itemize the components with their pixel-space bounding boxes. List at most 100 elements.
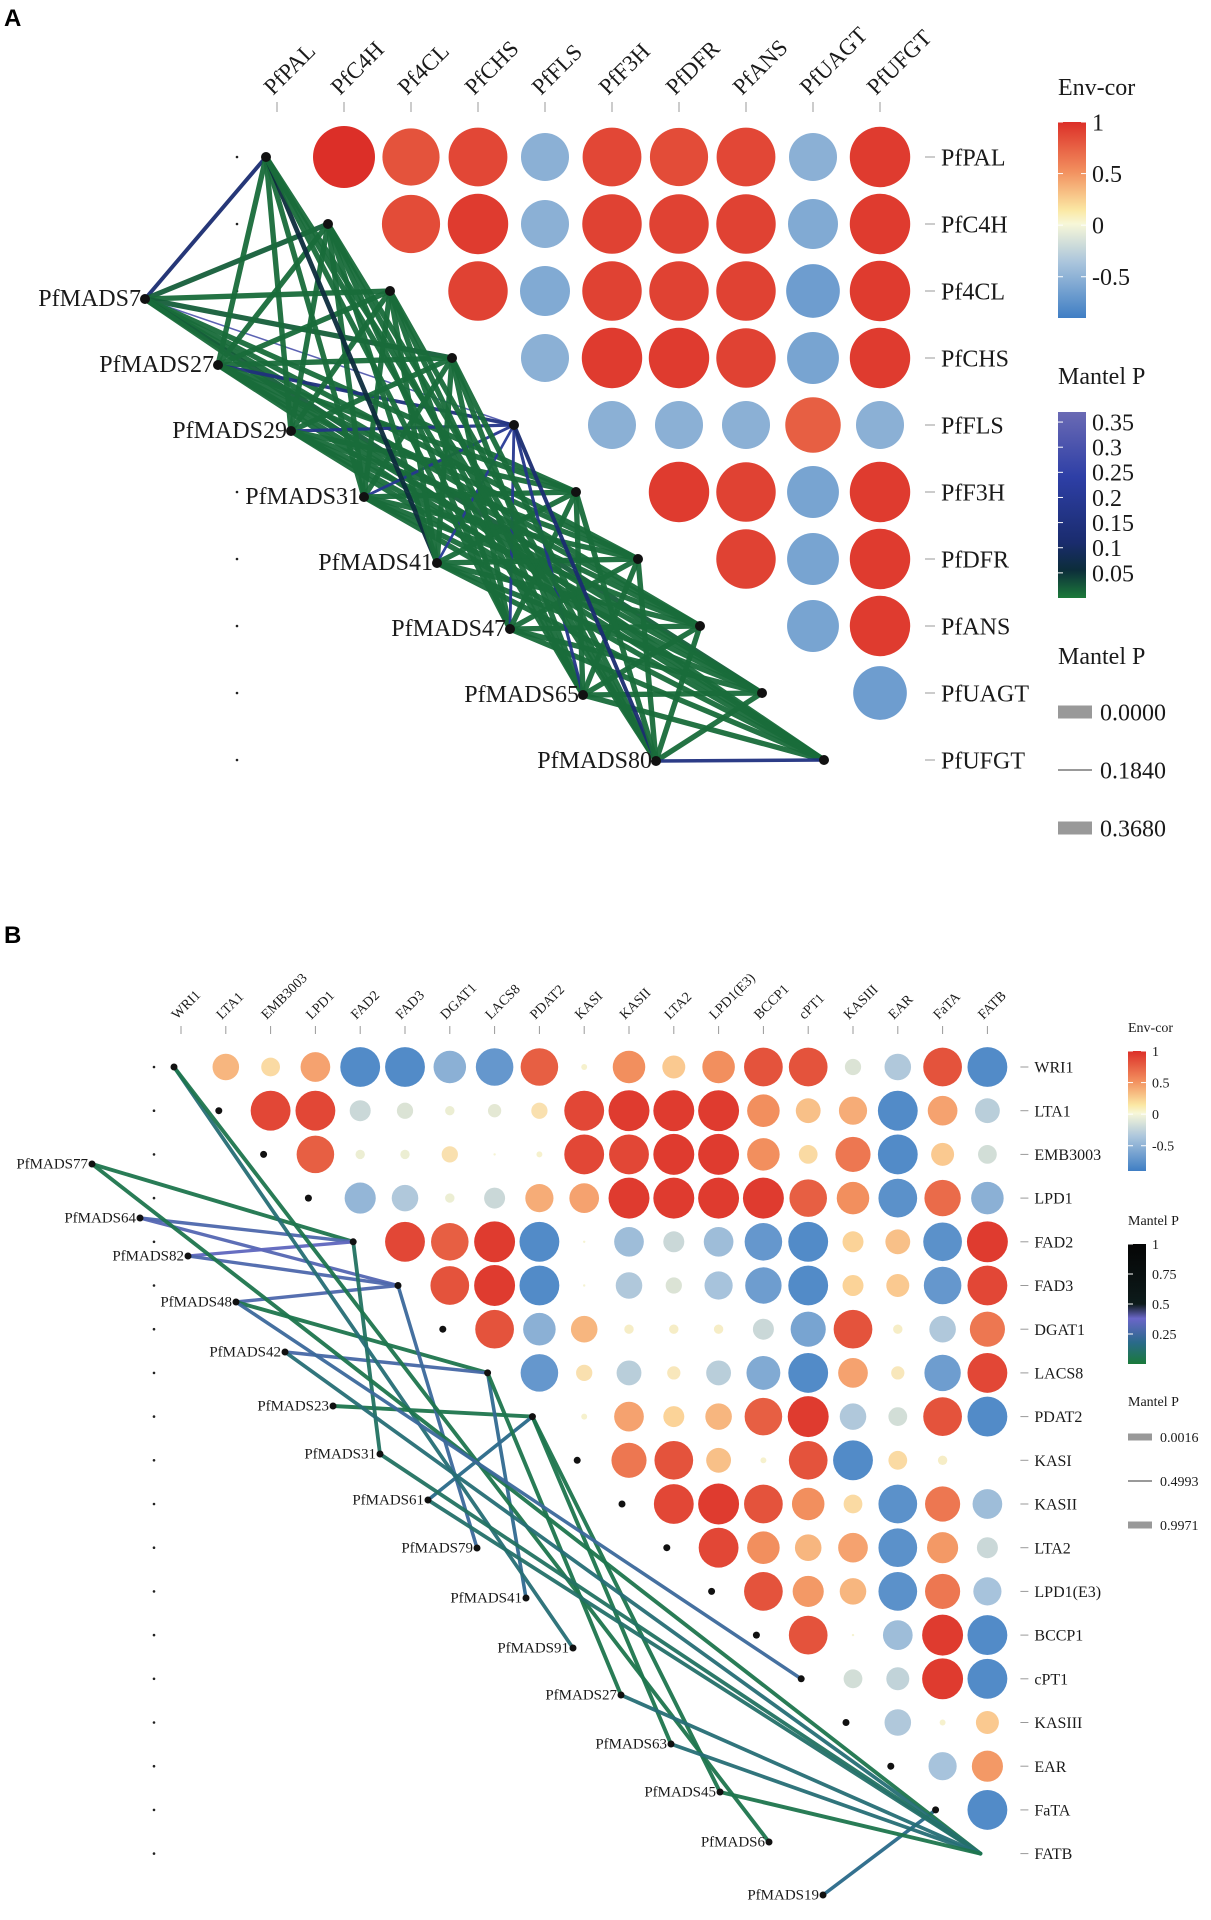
heatmap-cell [587,400,637,450]
heatmap-cell [893,1324,903,1334]
heatmap-cell [787,466,839,518]
heatmap-cell [716,529,776,589]
heatmap-cell [744,1572,783,1611]
mantel-link [619,1693,983,1856]
heatmap-cell [716,261,776,321]
diagonal-node [439,1325,447,1333]
heatmap-cell [654,400,704,450]
pcolor-tick-label: 0.05 [1092,561,1134,587]
mantel-link [821,1808,938,1897]
heatmap-cell [520,199,570,249]
heatmap-cell [925,1486,961,1522]
heatmap-cell [878,1572,918,1611]
env-legend-title: Env-cor [1058,75,1135,101]
heatmap-cell [967,1047,1008,1087]
heatmap-cell [381,194,441,254]
mantel-link [143,155,268,301]
heatmap-cell [884,1709,912,1736]
mantel-link [387,288,659,764]
heatmap-cell [787,332,839,384]
row-label: LTA2 [1034,1540,1070,1557]
mantel-link [172,1065,771,1844]
heatmap-cell [785,397,841,453]
heatmap-cell [923,1047,962,1087]
diagonal-dot [152,1633,156,1637]
regulator-node [578,690,588,700]
column-label: EMB3003 [259,971,311,1023]
panel-label-a: A [4,5,21,32]
heatmap-cell [967,1265,1008,1306]
diagonal-node [304,1194,312,1202]
heatmap-cell [798,1145,818,1164]
heatmap-cell [888,1450,908,1470]
heatmap-cell [791,1487,825,1521]
heatmap-cell [433,1050,467,1084]
column-label: PfC4H [326,37,389,100]
heatmap-cell [878,1178,918,1218]
regulator-label: PfMADS47 [391,616,506,642]
diagonal-dot [235,155,239,159]
heatmap-cell [653,1090,695,1132]
heatmap-cell [570,1315,598,1343]
diagonal-dot [152,1327,156,1331]
heatmap-cell [833,1440,873,1481]
heatmap-cell [747,1138,780,1171]
heatmap-cell [653,1133,695,1175]
mantel-link [387,288,513,632]
mantel-link [396,1283,479,1550]
heatmap-cell [969,1311,1005,1347]
mantel-link [138,1216,355,1244]
heatmap-cell [843,1494,863,1514]
regulator-label: PfMADS41 [318,550,433,576]
heatmap-cell [885,1229,911,1255]
row-label: PfANS [941,614,1010,640]
regulator-node [765,1838,773,1846]
column-label: PfF3H [594,38,655,99]
heatmap-cell [716,328,776,388]
heatmap-cell [581,1413,588,1420]
heatmap-cell [581,1064,588,1070]
env-tick-label: -0.5 [1152,1140,1174,1155]
regulator-node [522,1594,530,1602]
mantel-link [283,1350,983,1856]
heatmap-cell [340,1047,381,1087]
heatmap-cell [744,1397,783,1436]
mantel-link [325,221,513,632]
diagonal-node [819,755,829,765]
diagonal-node [484,1369,492,1377]
regulator-label: PfMADS23 [257,1399,329,1415]
heatmap-cell [882,1620,913,1650]
regulator-node [286,426,296,436]
column-label: PfFLS [527,39,587,99]
heatmap-cell [838,1096,868,1125]
heatmap-cell [855,400,905,450]
diagonal-node [261,152,271,162]
mantel-link [512,423,658,763]
column-label: PDAT2 [528,983,568,1023]
row-label: PfFLS [941,413,1004,439]
heatmap-cell [520,266,570,316]
heatmap-cell [788,1265,829,1306]
diagonal-dot [152,1764,156,1768]
diagonal-dot [152,1502,156,1506]
row-label: PfUAGT [941,681,1029,707]
heatmap-cell [792,1575,824,1607]
column-label: Pf4CL [393,38,454,99]
column-label: FAD2 [348,988,383,1023]
heatmap-cell [698,1090,740,1132]
heatmap-cell [583,1240,586,1244]
heatmap-cell [788,1440,828,1480]
heatmap-cell [928,1752,957,1781]
diagonal-node [887,1762,895,1770]
heatmap-cell [929,1315,956,1343]
column-label: PfCHS [460,36,524,100]
row-label: WRI1 [1034,1060,1073,1077]
mantel-link [234,1300,803,1681]
regulator-label: PfMADS80 [537,748,652,774]
heatmap-cell [839,1578,867,1605]
regulator-node [184,1252,192,1260]
heatmap-cell [615,1272,643,1299]
mantel-link [507,623,703,632]
